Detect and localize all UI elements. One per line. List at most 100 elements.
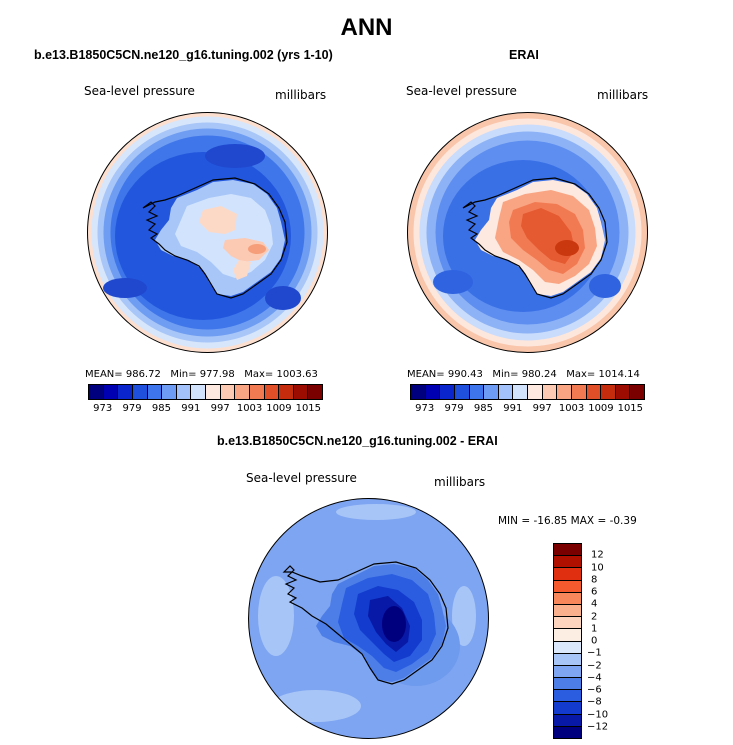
colorbar-swatch — [630, 385, 644, 399]
panel-3-title: b.e13.B1850C5CN.ne120_g16.tuning.002 - E… — [217, 434, 498, 448]
colorbar-swatch — [425, 385, 441, 399]
colorbar-swatch — [484, 385, 499, 399]
colorbar-tick-label: 991 — [181, 403, 201, 414]
colorbar-tick-label: 979 — [122, 403, 142, 414]
colorbar-swatch — [498, 385, 514, 399]
colorbar-swatch — [615, 385, 631, 399]
colorbar-swatch — [542, 385, 558, 399]
colorbar-tick-label: 1003 — [558, 403, 585, 414]
colorbar-swatch — [147, 385, 163, 399]
colorbar-swatch — [308, 385, 322, 399]
colorbar-swatch — [440, 385, 455, 399]
colorbar-tick-label: 1003 — [236, 403, 263, 414]
colorbar-tick-label: 973 — [93, 403, 113, 414]
colorbar-tick-label: 1 — [591, 623, 598, 635]
colorbar-tick-label: −6 — [587, 684, 602, 696]
colorbar-tick-label: 10 — [591, 562, 604, 573]
colorbar-swatch — [557, 385, 572, 399]
colorbar-tick-label: 1009 — [588, 403, 614, 414]
colorbar-tick-label: 1009 — [266, 403, 292, 414]
colorbar-swatch — [554, 580, 581, 593]
colorbar-tick-label: −2 — [587, 660, 602, 671]
colorbar-swatch — [554, 678, 581, 691]
colorbar-tick-label: 985 — [473, 403, 493, 414]
colorbar-swatch — [513, 385, 528, 399]
colorbar-tick-label: 4 — [591, 598, 598, 610]
colorbar-swatch — [554, 726, 581, 738]
panel-1-colorbar — [88, 384, 323, 400]
panel-2-field-label: Sea-level pressure — [406, 84, 517, 98]
colorbar-swatch — [554, 544, 581, 557]
panel-1-colorbar-ticks: 973 979 985 991 997 1003 1009 1015 — [88, 403, 323, 417]
panel-1-stats: MEAN= 986.72 Min= 977.98 Max= 1003.63 — [85, 369, 318, 380]
panel-3-polar-map — [248, 498, 489, 739]
colorbar-swatch — [293, 385, 309, 399]
colorbar-tick-label: 997 — [532, 403, 552, 414]
colorbar-tick-label: 8 — [591, 574, 598, 586]
colorbar-swatch — [220, 385, 236, 399]
colorbar-tick-label: 991 — [503, 403, 523, 414]
colorbar-swatch — [206, 385, 221, 399]
panel-2-max-label: Max= — [566, 369, 596, 380]
colorbar-swatch — [454, 385, 470, 399]
panel-1-max-value: 1003.63 — [276, 369, 318, 380]
panel-1-field-label: Sea-level pressure — [84, 84, 195, 98]
panel-3-colorbar — [553, 543, 582, 739]
colorbar-swatch — [89, 385, 104, 399]
panel-1-min-value: 977.98 — [199, 369, 235, 380]
panel-2-min-value: 980.24 — [521, 369, 557, 380]
panel-1-min-label: Min= — [170, 369, 197, 380]
panel-1-polar-map — [87, 112, 328, 353]
colorbar-tick-label: 973 — [415, 403, 435, 414]
colorbar-swatch — [554, 629, 581, 642]
panel-2-polar-map — [407, 112, 648, 353]
colorbar-tick-label: 1015 — [617, 403, 644, 414]
colorbar-swatch — [586, 385, 602, 399]
panel-3-units-label: millibars — [434, 475, 486, 489]
colorbar-tick-label: 6 — [591, 586, 598, 598]
colorbar-swatch — [118, 385, 133, 399]
panel-1-max-label: Max= — [244, 369, 274, 380]
panel-2-min-label: Min= — [492, 369, 519, 380]
colorbar-tick-label: 979 — [444, 403, 464, 414]
colorbar-swatch — [571, 385, 587, 399]
panel-3-colorbar-ticks: 12 10 8 6 4 2 1 0 −1 −2 −4 −6 −8 −10 −12 — [587, 543, 627, 739]
colorbar-swatch — [279, 385, 294, 399]
colorbar-tick-label: −8 — [587, 696, 602, 708]
panel-1-title: b.e13.B1850C5CN.ne120_g16.tuning.002 (yr… — [34, 48, 333, 62]
colorbar-swatch — [469, 385, 485, 399]
colorbar-swatch — [554, 665, 581, 679]
colorbar-swatch — [554, 641, 581, 654]
panel-1-mean-label: MEAN= — [85, 369, 123, 380]
panel-1-units-label: millibars — [275, 88, 327, 102]
colorbar-swatch — [162, 385, 177, 399]
colorbar-tick-label: −4 — [587, 672, 602, 684]
colorbar-swatch — [554, 702, 581, 715]
colorbar-tick-label: 1015 — [295, 403, 322, 414]
panel-2-colorbar — [410, 384, 645, 400]
panel-2-colorbar-ticks: 973 979 985 991 997 1003 1009 1015 — [410, 403, 645, 417]
colorbar-swatch — [554, 556, 581, 569]
colorbar-swatch — [554, 690, 581, 703]
colorbar-tick-label: −12 — [587, 721, 609, 733]
colorbar-swatch — [103, 385, 119, 399]
colorbar-swatch — [411, 385, 426, 399]
colorbar-swatch — [191, 385, 206, 399]
colorbar-swatch — [528, 385, 543, 399]
panel-2-mean-label: MEAN= — [407, 369, 445, 380]
panel-2-title: ERAI — [509, 48, 539, 62]
colorbar-swatch — [554, 592, 581, 605]
colorbar-swatch — [601, 385, 616, 399]
colorbar-swatch — [249, 385, 265, 399]
panel-2-max-value: 1014.14 — [598, 369, 640, 380]
colorbar-tick-label: −10 — [587, 709, 609, 720]
panel-2-units-label: millibars — [597, 88, 649, 102]
figure-title: ANN — [340, 14, 393, 41]
colorbar-swatch — [554, 604, 581, 618]
colorbar-tick-label: 985 — [151, 403, 171, 414]
colorbar-swatch — [264, 385, 280, 399]
colorbar-swatch — [235, 385, 250, 399]
colorbar-tick-label: 12 — [591, 549, 604, 561]
colorbar-tick-label: 0 — [591, 635, 598, 647]
panel-1-mean-value: 986.72 — [125, 369, 161, 380]
